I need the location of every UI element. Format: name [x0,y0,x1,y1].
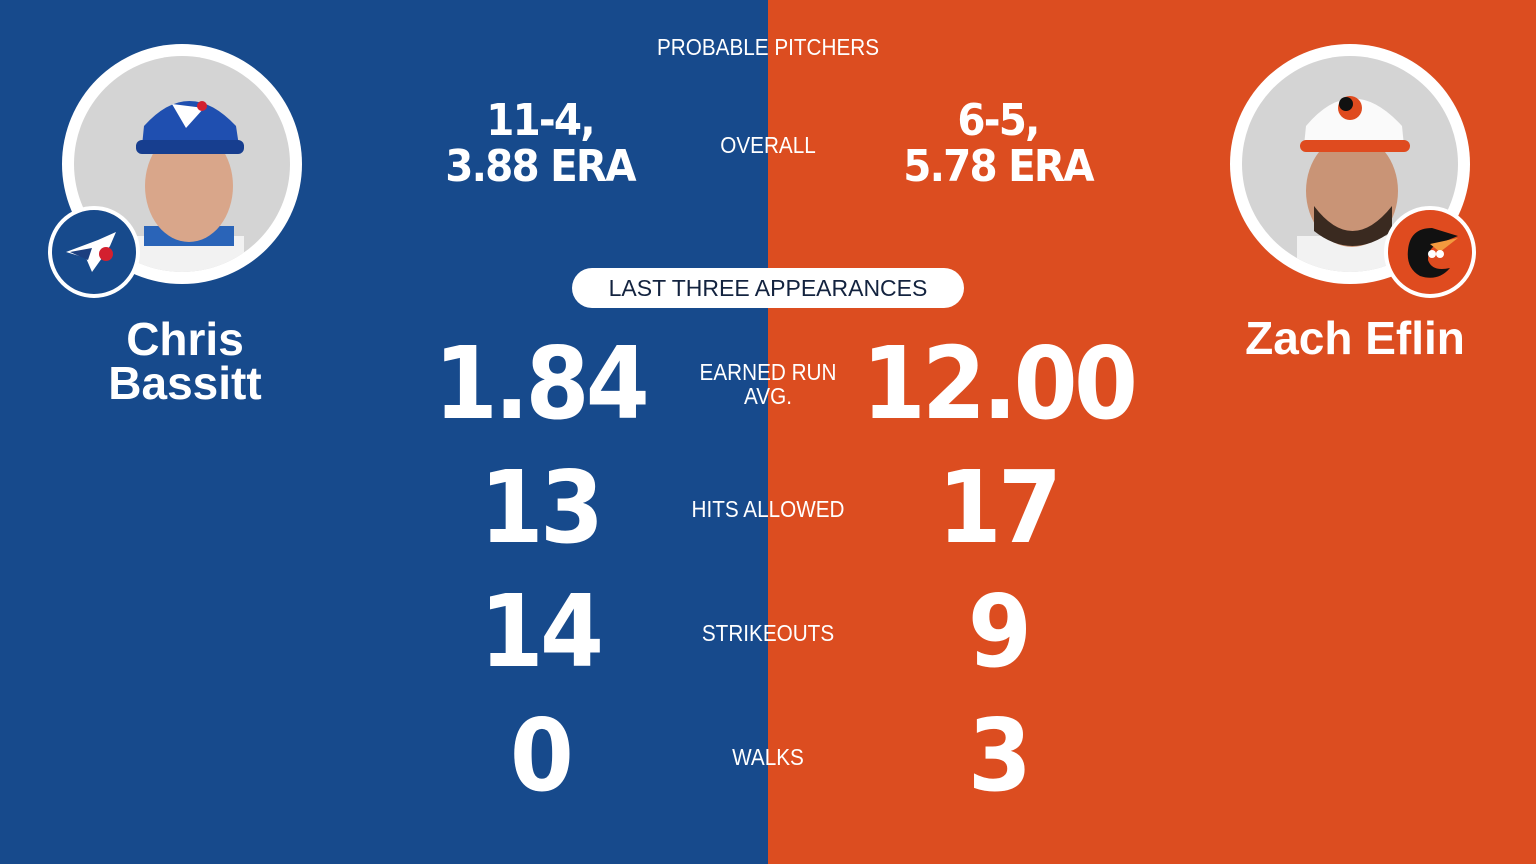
header-title: PROBABLE PITCHERS [656,34,880,60]
era-label-line2: AVG. [744,383,792,409]
away-name-first: Chris [126,313,244,365]
home-record: 6-5, [957,95,1040,146]
away-hits-allowed: 13 [479,449,604,566]
era-label: EARNED RUN AVG. [588,360,948,408]
away-era-overall: 3.88 ERA [445,141,636,192]
overall-label: OVERALL [720,132,816,158]
away-era-last3: 1.84 [433,325,650,442]
last-three-appearances-banner: LAST THREE APPEARANCES [572,268,964,308]
era-label-line1: EARNED RUN [699,359,837,385]
home-walks: 3 [967,697,1032,814]
strikeouts-label: STRIKEOUTS [701,620,835,646]
away-overall: 11-4, 3.88 ERA [411,98,669,190]
home-era-overall: 5.78 ERA [903,141,1094,192]
walks-label: WALKS [732,744,804,770]
home-era-last3: 12.00 [861,325,1138,442]
away-name-last: Bassitt [108,357,262,409]
home-pitcher-name: Zach Eflin [1245,312,1465,364]
blue-jays-logo-icon [48,206,140,298]
away-strikeouts: 14 [479,573,604,690]
home-hits-allowed: 17 [937,449,1062,566]
hits-allowed-label: HITS ALLOWED [691,496,845,522]
away-pitcher-name: Chris Bassitt [60,313,310,409]
player-headshot-icon [134,101,244,272]
away-walks: 0 [509,697,574,814]
home-strikeouts: 9 [967,573,1032,690]
away-record: 11-4, [486,95,595,146]
orioles-logo-icon [1384,206,1476,298]
home-overall: 6-5, 5.78 ERA [869,98,1127,190]
